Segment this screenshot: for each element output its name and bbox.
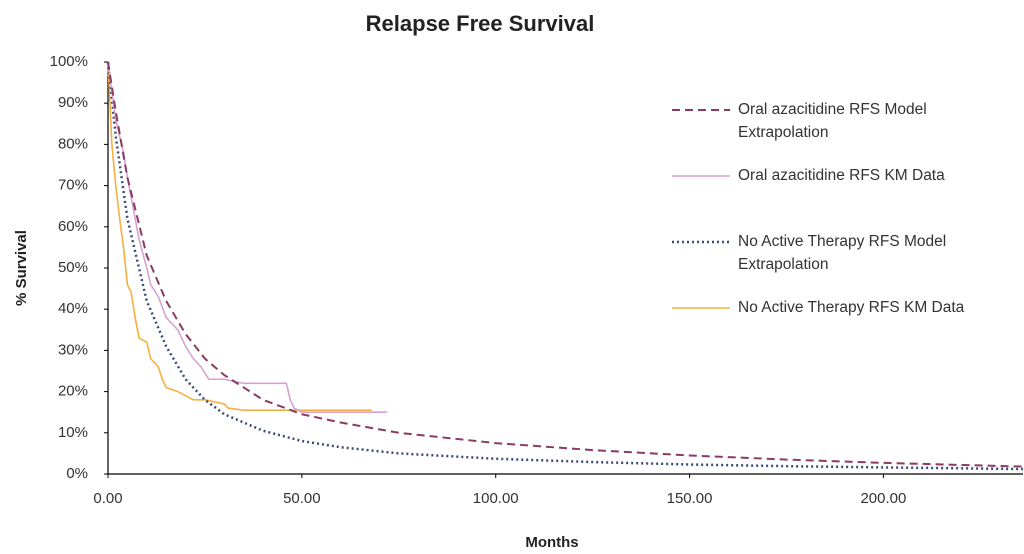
y-tick-label: 90% [58, 94, 88, 111]
x-tick-label: 200.00 [860, 490, 906, 507]
series-line [107, 61, 1024, 468]
y-tick-label: 40% [58, 300, 88, 317]
series-line [107, 61, 388, 413]
y-tick-label: 60% [58, 218, 88, 235]
x-tick-label: 50.00 [283, 490, 321, 507]
y-tick-label: 20% [58, 383, 88, 400]
x-axis-label: Months [525, 534, 578, 551]
chart-title: Relapse Free Survival [366, 11, 595, 36]
legend-label: Oral azacitidine RFS Model Extrapolation [738, 101, 927, 141]
x-tick-label: 0.00 [93, 490, 122, 507]
y-tick-label: 0% [66, 465, 88, 482]
y-tick-label: 10% [58, 424, 88, 441]
y-tick-label: 50% [58, 259, 88, 276]
x-tick-label: 100.00 [473, 490, 519, 507]
y-tick-label: 100% [50, 53, 88, 70]
y-axis-label: % Survival [13, 230, 30, 306]
legend-label: No Active Therapy RFS Model Extrapolatio… [738, 233, 947, 273]
y-tick-label: 30% [58, 341, 88, 358]
series-line [107, 61, 372, 411]
y-tick-label: 70% [58, 177, 88, 194]
legend-label: No Active Therapy RFS KM Data [738, 299, 965, 316]
x-tick-label: 150.00 [667, 490, 713, 507]
y-tick-label: 80% [58, 135, 88, 152]
legend-label: Oral azacitidine RFS KM Data [738, 167, 945, 184]
